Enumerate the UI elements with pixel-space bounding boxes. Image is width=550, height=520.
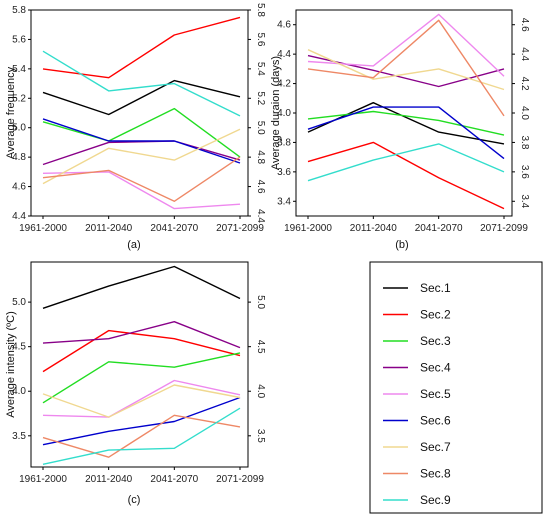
- y-tick-label-left: 4.6: [277, 20, 291, 31]
- plot-frame: [30, 261, 249, 468]
- series-line-sec1: [42, 79, 241, 116]
- series-line-sec3: [307, 110, 505, 136]
- y-tick-label-left: 3.5: [12, 431, 26, 442]
- y-tick-label-left: 4.4: [277, 49, 291, 60]
- series-line-sec4: [307, 54, 505, 88]
- series-line-sec6: [307, 106, 505, 160]
- y-tick-label-right: 4.4: [255, 209, 266, 223]
- x-tick-label: 2041-2070: [150, 223, 198, 234]
- legend-label-sec5: Sec.5: [420, 387, 451, 401]
- x-tick-label: 2011-2040: [350, 223, 398, 234]
- legend-label-sec4: Sec.4: [420, 361, 451, 375]
- y-tick-label-right: 5.4: [255, 62, 266, 76]
- panel-label: (b): [395, 239, 408, 251]
- series-line-sec8: [42, 414, 241, 458]
- y-axis-label: Average frequency: [5, 66, 17, 159]
- x-tick-label: 2071-2099: [216, 474, 264, 485]
- x-tick-label: 2041-2070: [415, 223, 463, 234]
- series-line-sec7: [42, 384, 241, 418]
- y-tick-label-right: 5.0: [255, 121, 266, 135]
- y-tick-label-left: 4.2: [277, 79, 291, 90]
- y-tick-label-left: 5.8: [12, 5, 26, 16]
- legend-label-sec8: Sec.8: [420, 467, 451, 481]
- series-line-sec2: [42, 16, 241, 79]
- legend-label-sec7: Sec.7: [420, 440, 451, 454]
- series-line-sec8: [307, 19, 505, 117]
- y-tick-label-right: 3.8: [519, 135, 530, 149]
- y-tick-label-left: 4.0: [277, 108, 291, 119]
- y-tick-label-right: 5.6: [255, 32, 266, 46]
- series-line-sec3: [42, 352, 241, 404]
- x-tick-label: 1961-2000: [19, 223, 67, 234]
- panel-label: (c): [128, 494, 141, 506]
- series-line-sec9: [42, 50, 241, 117]
- x-tick-label: 2011-2040: [85, 223, 133, 234]
- y-tick-label-left: 5.0: [12, 297, 26, 308]
- x-tick-label: 2011-2040: [85, 474, 133, 485]
- y-tick-label-right: 4.4: [519, 47, 530, 61]
- y-tick-label-right: 4.6: [519, 18, 530, 32]
- y-tick-label-left: 5.4: [12, 64, 26, 75]
- series-line-sec4: [42, 321, 241, 349]
- legend-label-sec6: Sec.6: [420, 414, 451, 428]
- y-tick-label-left: 5.6: [12, 34, 26, 45]
- y-tick-label-right: 5.8: [255, 3, 266, 17]
- y-tick-label-left: 3.6: [277, 167, 291, 178]
- y-tick-label-right: 4.5: [255, 340, 266, 354]
- legend-label-sec2: Sec.2: [420, 308, 451, 322]
- y-tick-label-left: 3.8: [277, 137, 291, 148]
- y-tick-label-right: 4.0: [255, 384, 266, 398]
- y-tick-label-left: 4.6: [12, 182, 26, 193]
- y-axis-label: Average intensity (ºC): [5, 311, 17, 418]
- legend-label-sec9: Sec.9: [420, 493, 451, 507]
- y-tick-label-left: 3.4: [277, 196, 291, 207]
- y-tick-label-left: 4.8: [12, 152, 26, 163]
- legend-frame: [369, 261, 543, 514]
- series-line-sec6: [42, 396, 241, 446]
- y-tick-label-right: 4.2: [519, 77, 530, 91]
- y-tick-label-left: 4.4: [12, 211, 26, 222]
- panel-label: (a): [127, 239, 140, 251]
- y-tick-label-right: 4.8: [255, 150, 266, 164]
- y-tick-label-left: 4.0: [12, 386, 26, 397]
- y-tick-label-right: 5.0: [255, 295, 266, 309]
- y-tick-label-right: 3.6: [519, 165, 530, 179]
- y-tick-label-left: 5.2: [12, 93, 26, 104]
- chart-average-frequency: 4.4 4.4 4.6 4.6 4.8 4.8 5.0 5.0 5.2 5.2 5.4 5.4 5.6 5…: [5, 3, 266, 251]
- x-tick-label: 2071-2099: [480, 223, 528, 234]
- series-line-sec7: [307, 49, 505, 91]
- series-line-sec2: [42, 329, 241, 373]
- y-tick-label-left: 4.5: [12, 342, 26, 353]
- series-line-sec6: [42, 118, 241, 164]
- series-line-sec5: [307, 13, 505, 77]
- legend-label-sec1: Sec.1: [420, 281, 451, 295]
- y-tick-label-right: 3.5: [255, 429, 266, 443]
- series-line-sec9: [307, 143, 505, 182]
- y-tick-label-right: 3.4: [519, 194, 530, 208]
- series-line-sec9: [42, 407, 241, 465]
- series-line-sec5: [42, 379, 241, 418]
- x-tick-label: 2041-2070: [150, 474, 198, 485]
- series-line-sec7: [42, 128, 241, 185]
- y-tick-label-right: 4.0: [519, 106, 530, 120]
- x-tick-label: 2071-2099: [216, 223, 264, 234]
- x-tick-label: 1961-2000: [284, 223, 332, 234]
- y-axis-label: Average duraion (days): [270, 56, 282, 170]
- y-tick-label-right: 4.6: [255, 180, 266, 194]
- legend-label-sec3: Sec.3: [420, 334, 451, 348]
- series-line-sec8: [42, 156, 241, 203]
- series-line-sec2: [307, 141, 505, 210]
- y-tick-label-right: 5.2: [255, 91, 266, 105]
- plot-frame: [30, 9, 249, 217]
- x-tick-label: 1961-2000: [19, 474, 67, 485]
- series-line-sec3: [42, 107, 241, 158]
- legend: Sec.1 Sec.2 Sec.3 Sec.4 Sec.5 Sec.6 Sec.7 Sec.8…: [369, 261, 543, 514]
- y-tick-label-left: 5.0: [12, 123, 26, 134]
- chart-average-intensity: 3.5 3.5 4.0 4.0 4.5 4.5 5.0 5.0 1961-2000 2011-20…: [5, 261, 266, 506]
- chart-average-duration: 3.4 3.4 3.6 3.6 3.8 3.8 4.0 4.0 4.2 4.2 4.4 4.4 4.6 4…: [270, 9, 530, 251]
- series-line-sec1: [42, 265, 241, 309]
- series-line-sec5: [42, 171, 241, 210]
- series-line-sec1: [307, 101, 505, 145]
